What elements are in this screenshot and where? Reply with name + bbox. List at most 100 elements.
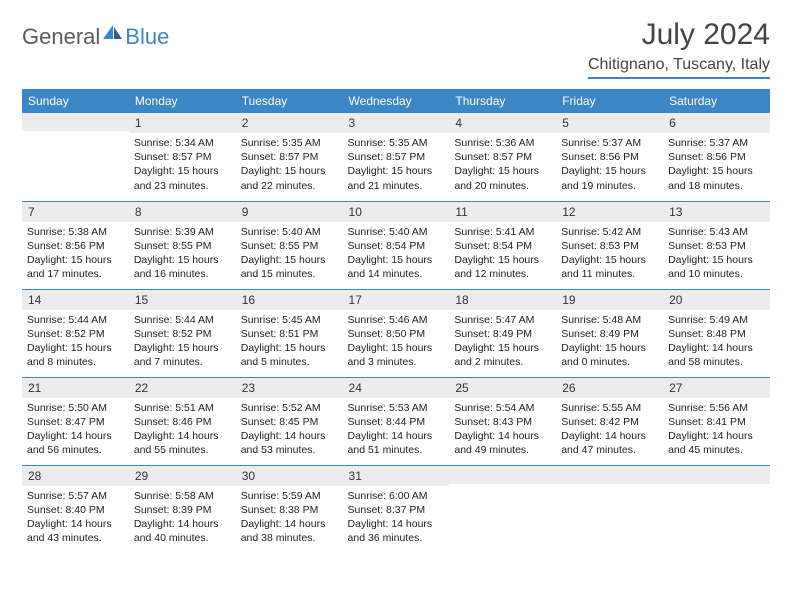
- calendar-day-cell: 31Sunrise: 6:00 AMSunset: 8:37 PMDayligh…: [343, 465, 450, 553]
- day-detail-line: and 5 minutes.: [241, 355, 338, 369]
- calendar-day-cell: 7Sunrise: 5:38 AMSunset: 8:56 PMDaylight…: [22, 201, 129, 289]
- day-detail-line: and 49 minutes.: [454, 443, 551, 457]
- day-details: Sunrise: 5:37 AMSunset: 8:56 PMDaylight:…: [663, 133, 770, 198]
- day-details: Sunrise: 5:59 AMSunset: 8:38 PMDaylight:…: [236, 486, 343, 551]
- day-details: Sunrise: 5:58 AMSunset: 8:39 PMDaylight:…: [129, 486, 236, 551]
- calendar-day-cell: 11Sunrise: 5:41 AMSunset: 8:54 PMDayligh…: [449, 201, 556, 289]
- weekday-header: Thursday: [449, 89, 556, 113]
- day-detail-line: Sunrise: 5:35 AM: [241, 136, 338, 150]
- day-detail-line: Sunrise: 5:55 AM: [561, 401, 658, 415]
- day-detail-line: Sunset: 8:54 PM: [454, 239, 551, 253]
- day-detail-line: Sunrise: 5:51 AM: [134, 401, 231, 415]
- day-details: Sunrise: 5:41 AMSunset: 8:54 PMDaylight:…: [449, 222, 556, 287]
- calendar-day-cell: 19Sunrise: 5:48 AMSunset: 8:49 PMDayligh…: [556, 289, 663, 377]
- day-detail-line: and 51 minutes.: [348, 443, 445, 457]
- calendar-day-cell: 25Sunrise: 5:54 AMSunset: 8:43 PMDayligh…: [449, 377, 556, 465]
- day-details: Sunrise: 5:52 AMSunset: 8:45 PMDaylight:…: [236, 398, 343, 463]
- day-detail-line: Daylight: 15 hours: [454, 164, 551, 178]
- calendar-day-cell: 8Sunrise: 5:39 AMSunset: 8:55 PMDaylight…: [129, 201, 236, 289]
- day-detail-line: Daylight: 15 hours: [561, 341, 658, 355]
- day-detail-line: and 14 minutes.: [348, 267, 445, 281]
- day-detail-line: and 10 minutes.: [668, 267, 765, 281]
- day-detail-line: Daylight: 15 hours: [241, 341, 338, 355]
- calendar-day-cell: 16Sunrise: 5:45 AMSunset: 8:51 PMDayligh…: [236, 289, 343, 377]
- day-number: 31: [343, 466, 450, 486]
- day-details: Sunrise: 5:55 AMSunset: 8:42 PMDaylight:…: [556, 398, 663, 463]
- day-detail-line: Sunrise: 5:56 AM: [668, 401, 765, 415]
- day-detail-line: and 40 minutes.: [134, 531, 231, 545]
- calendar-day-cell: [22, 113, 129, 201]
- weekday-header: Saturday: [663, 89, 770, 113]
- day-detail-line: Sunset: 8:48 PM: [668, 327, 765, 341]
- calendar-day-cell: 13Sunrise: 5:43 AMSunset: 8:53 PMDayligh…: [663, 201, 770, 289]
- day-detail-line: Sunset: 8:43 PM: [454, 415, 551, 429]
- day-number: 13: [663, 202, 770, 222]
- day-number: [663, 466, 770, 484]
- calendar-day-cell: 4Sunrise: 5:36 AMSunset: 8:57 PMDaylight…: [449, 113, 556, 201]
- day-detail-line: Sunrise: 6:00 AM: [348, 489, 445, 503]
- day-detail-line: and 47 minutes.: [561, 443, 658, 457]
- day-detail-line: and 8 minutes.: [27, 355, 124, 369]
- day-detail-line: Daylight: 15 hours: [27, 341, 124, 355]
- calendar-day-cell: [663, 465, 770, 553]
- day-number: [22, 113, 129, 131]
- calendar-day-cell: 17Sunrise: 5:46 AMSunset: 8:50 PMDayligh…: [343, 289, 450, 377]
- day-detail-line: Daylight: 15 hours: [668, 164, 765, 178]
- day-detail-line: and 53 minutes.: [241, 443, 338, 457]
- day-detail-line: and 45 minutes.: [668, 443, 765, 457]
- day-detail-line: Sunrise: 5:40 AM: [241, 225, 338, 239]
- day-detail-line: Sunset: 8:38 PM: [241, 503, 338, 517]
- day-details: Sunrise: 5:50 AMSunset: 8:47 PMDaylight:…: [22, 398, 129, 463]
- day-number: 20: [663, 290, 770, 310]
- day-detail-line: Sunset: 8:56 PM: [27, 239, 124, 253]
- day-detail-line: Sunset: 8:45 PM: [241, 415, 338, 429]
- day-detail-line: Daylight: 14 hours: [134, 429, 231, 443]
- day-number: 1: [129, 113, 236, 133]
- day-detail-line: and 17 minutes.: [27, 267, 124, 281]
- day-number: 12: [556, 202, 663, 222]
- day-detail-line: Sunrise: 5:35 AM: [348, 136, 445, 150]
- calendar-table: Sunday Monday Tuesday Wednesday Thursday…: [22, 89, 770, 553]
- day-detail-line: Daylight: 15 hours: [454, 341, 551, 355]
- day-details: Sunrise: 5:39 AMSunset: 8:55 PMDaylight:…: [129, 222, 236, 287]
- day-number: 9: [236, 202, 343, 222]
- day-details: Sunrise: 6:00 AMSunset: 8:37 PMDaylight:…: [343, 486, 450, 551]
- day-detail-line: Daylight: 14 hours: [134, 517, 231, 531]
- day-detail-line: and 7 minutes.: [134, 355, 231, 369]
- day-details: Sunrise: 5:53 AMSunset: 8:44 PMDaylight:…: [343, 398, 450, 463]
- day-detail-line: and 23 minutes.: [134, 179, 231, 193]
- calendar-day-cell: 27Sunrise: 5:56 AMSunset: 8:41 PMDayligh…: [663, 377, 770, 465]
- day-detail-line: and 11 minutes.: [561, 267, 658, 281]
- day-detail-line: and 0 minutes.: [561, 355, 658, 369]
- day-detail-line: and 3 minutes.: [348, 355, 445, 369]
- calendar-day-cell: 14Sunrise: 5:44 AMSunset: 8:52 PMDayligh…: [22, 289, 129, 377]
- day-number: 14: [22, 290, 129, 310]
- calendar-page: General Blue July 2024 Chitignano, Tusca…: [0, 0, 792, 571]
- day-detail-line: Daylight: 15 hours: [27, 253, 124, 267]
- day-detail-line: Daylight: 15 hours: [134, 164, 231, 178]
- day-number: 5: [556, 113, 663, 133]
- day-detail-line: Sunset: 8:53 PM: [668, 239, 765, 253]
- day-detail-line: Sunrise: 5:36 AM: [454, 136, 551, 150]
- title-block: July 2024 Chitignano, Tuscany, Italy: [588, 18, 770, 79]
- day-detail-line: Daylight: 15 hours: [561, 253, 658, 267]
- calendar-day-cell: 24Sunrise: 5:53 AMSunset: 8:44 PMDayligh…: [343, 377, 450, 465]
- day-number: [556, 466, 663, 484]
- day-detail-line: Daylight: 14 hours: [348, 517, 445, 531]
- day-detail-line: Sunrise: 5:41 AM: [454, 225, 551, 239]
- day-detail-line: and 58 minutes.: [668, 355, 765, 369]
- day-number: 26: [556, 378, 663, 398]
- day-detail-line: Daylight: 15 hours: [241, 253, 338, 267]
- day-detail-line: Sunset: 8:52 PM: [27, 327, 124, 341]
- day-details: Sunrise: 5:44 AMSunset: 8:52 PMDaylight:…: [129, 310, 236, 375]
- day-number: 25: [449, 378, 556, 398]
- day-detail-line: Sunrise: 5:54 AM: [454, 401, 551, 415]
- day-detail-line: Sunrise: 5:46 AM: [348, 313, 445, 327]
- day-number: 19: [556, 290, 663, 310]
- day-detail-line: Sunset: 8:47 PM: [27, 415, 124, 429]
- day-detail-line: Daylight: 15 hours: [134, 341, 231, 355]
- header: General Blue July 2024 Chitignano, Tusca…: [22, 18, 770, 79]
- day-detail-line: Sunrise: 5:48 AM: [561, 313, 658, 327]
- day-detail-line: and 19 minutes.: [561, 179, 658, 193]
- day-detail-line: Sunset: 8:57 PM: [134, 150, 231, 164]
